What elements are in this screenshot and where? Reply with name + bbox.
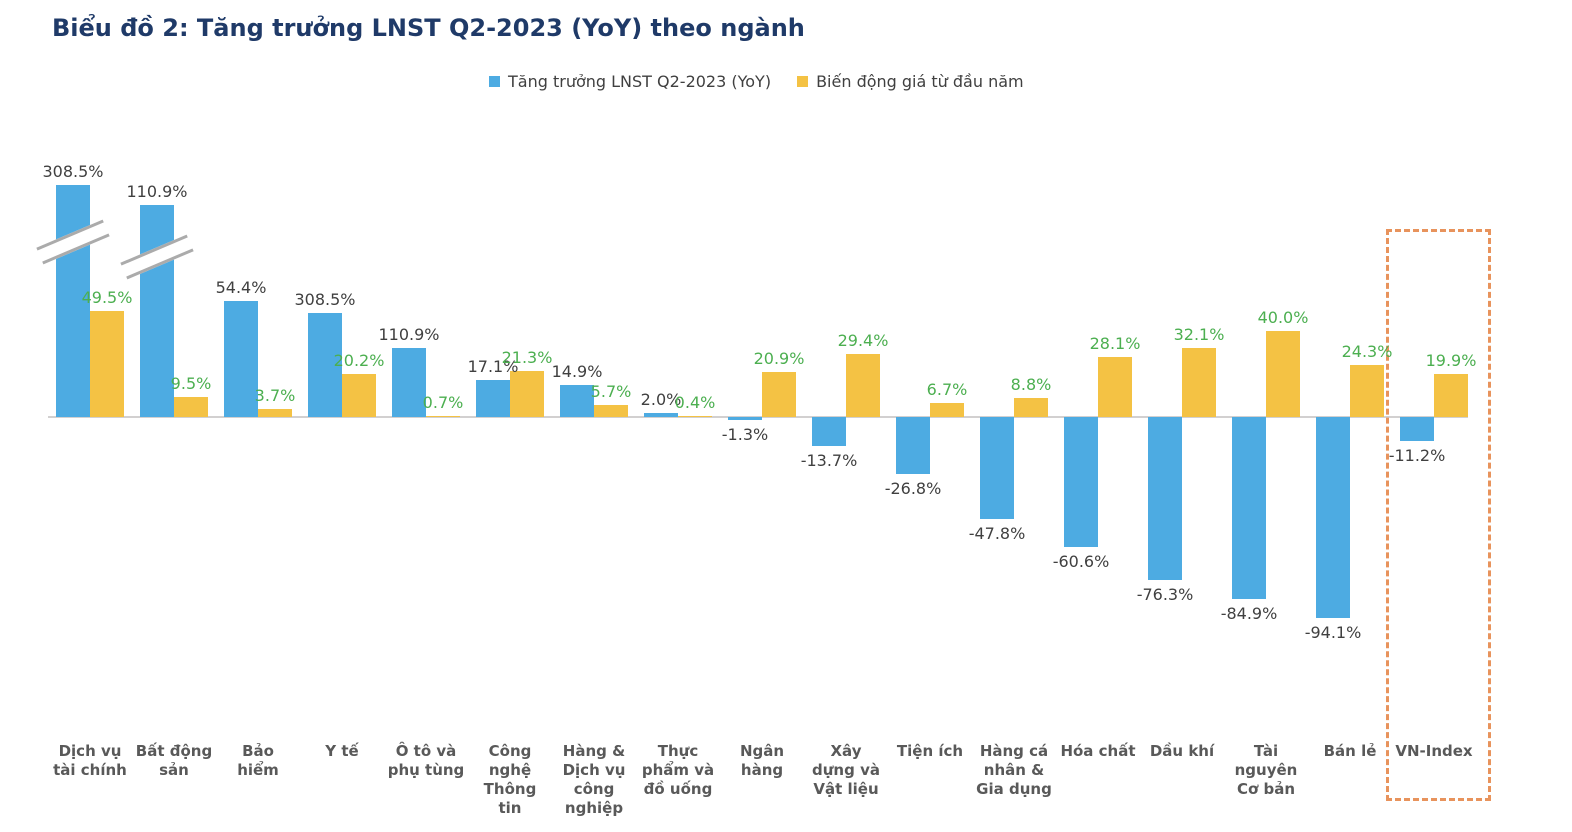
- x-axis-label-16: VN-Index: [1395, 742, 1473, 760]
- value-label-blue-3: 308.5%: [294, 290, 356, 309]
- legend-label-price-change: Biến động giá từ đầu năm: [816, 72, 1024, 91]
- value-label-blue-10: -26.8%: [884, 479, 942, 498]
- value-label-yellow-6: 5.7%: [590, 382, 632, 401]
- bar-yellow-1: [174, 397, 208, 417]
- value-label-blue-1: 110.9%: [126, 182, 188, 201]
- x-axis-label-10: Tiện ích: [896, 742, 964, 760]
- bar-blue-11: [980, 417, 1014, 519]
- page-title: Biểu đồ 2: Tăng trưởng LNST Q2-2023 (YoY…: [52, 14, 805, 42]
- yellow-series-swatch-icon: [797, 76, 809, 87]
- bar-blue-5: [476, 380, 510, 417]
- value-label-blue-6: 14.9%: [551, 362, 603, 381]
- bar-blue-16: [1400, 417, 1434, 441]
- value-label-yellow-10: 6.7%: [926, 380, 968, 399]
- bar-yellow-13: [1182, 348, 1216, 417]
- bar-blue-8: [728, 417, 762, 420]
- bar-blue-9: [812, 417, 846, 446]
- bar-yellow-6: [594, 405, 628, 417]
- value-label-blue-14: -84.9%: [1220, 604, 1278, 623]
- x-axis-label-0: Dịch vụ tài chính: [53, 742, 127, 779]
- value-label-blue-12: -60.6%: [1052, 552, 1110, 571]
- value-label-yellow-13: 32.1%: [1173, 325, 1225, 344]
- bar-yellow-5: [510, 371, 544, 417]
- bar-yellow-2: [258, 409, 292, 417]
- value-label-blue-5: 17.1%: [467, 357, 519, 376]
- bar-blue-14: [1232, 417, 1266, 599]
- value-label-yellow-12: 28.1%: [1089, 334, 1141, 353]
- bar-blue-12: [1064, 417, 1098, 547]
- value-label-blue-9: -13.7%: [800, 451, 858, 470]
- bar-yellow-0: [90, 311, 124, 417]
- value-label-blue-4: 110.9%: [378, 325, 440, 344]
- bar-blue-13: [1148, 417, 1182, 580]
- x-axis-label-6: Hàng & Dịch vụ công nghiệp: [562, 742, 626, 817]
- value-label-yellow-1: 9.5%: [170, 374, 212, 393]
- value-label-yellow-3: 20.2%: [333, 351, 385, 370]
- value-label-yellow-8: 20.9%: [753, 349, 805, 368]
- x-axis-label-7: Thực phẩm và đồ uống: [641, 742, 715, 798]
- value-label-yellow-2: 3.7%: [254, 386, 296, 405]
- bar-yellow-14: [1266, 331, 1300, 417]
- bar-blue-6: [560, 385, 594, 417]
- bar-blue-0: [56, 185, 90, 417]
- bar-yellow-10: [930, 403, 964, 417]
- value-label-blue-13: -76.3%: [1136, 585, 1194, 604]
- value-label-blue-16: -11.2%: [1388, 446, 1446, 465]
- legend-label-lnst-growth: Tăng trưởng LNST Q2-2023 (YoY): [508, 72, 772, 91]
- bar-blue-2: [224, 301, 258, 417]
- x-axis-label-5: Công nghệ Thông tin: [483, 742, 537, 817]
- value-label-blue-7: 2.0%: [640, 390, 682, 409]
- value-label-yellow-0: 49.5%: [81, 288, 133, 307]
- bar-yellow-8: [762, 372, 796, 417]
- value-label-yellow-5: 21.3%: [501, 348, 553, 367]
- value-label-yellow-11: 8.8%: [1010, 375, 1052, 394]
- value-label-blue-15: -94.1%: [1304, 623, 1362, 642]
- bar-yellow-3: [342, 374, 376, 417]
- bar-blue-4: [392, 348, 426, 417]
- value-label-yellow-14: 40.0%: [1257, 308, 1309, 327]
- bar-blue-7: [644, 413, 678, 417]
- value-label-yellow-9: 29.4%: [837, 331, 889, 350]
- bar-blue-15: [1316, 417, 1350, 618]
- bar-yellow-7: [678, 416, 712, 417]
- value-label-blue-8: -1.3%: [721, 425, 769, 444]
- value-label-blue-0: 308.5%: [42, 162, 104, 181]
- value-label-yellow-4: 0.7%: [422, 393, 464, 412]
- value-label-yellow-7: 0.4%: [674, 393, 716, 412]
- value-label-yellow-15: 24.3%: [1341, 342, 1393, 361]
- blue-series-swatch-icon: [489, 76, 500, 87]
- bar-blue-3: [308, 313, 342, 417]
- x-axis-label-4: Ô tô và phụ tùng: [387, 742, 465, 779]
- x-axis-label-8: Ngân hàng: [739, 742, 785, 779]
- x-axis-label-9: Xây dựng và Vật liệu: [812, 742, 880, 798]
- x-axis-label-1: Bất động sản: [135, 742, 213, 779]
- x-axis-label-3: Y tế: [325, 742, 359, 760]
- legend-item-price-change: Biến động giá từ đầu năm: [797, 72, 1024, 91]
- value-label-blue-11: -47.8%: [968, 524, 1026, 543]
- value-label-yellow-16: 19.9%: [1425, 351, 1477, 370]
- legend: Tăng trưởng LNST Q2-2023 (YoY) Biến động…: [489, 72, 1024, 91]
- bar-yellow-16: [1434, 374, 1468, 417]
- x-axis-label-12: Hóa chất: [1060, 742, 1136, 760]
- bar-yellow-15: [1350, 365, 1384, 417]
- bar-yellow-4: [426, 416, 460, 417]
- x-axis-label-11: Hàng cá nhân & Gia dụng: [976, 742, 1052, 798]
- x-axis-label-14: Tài nguyên Cơ bản: [1234, 742, 1298, 798]
- bar-yellow-11: [1014, 398, 1048, 417]
- legend-item-lnst-growth: Tăng trưởng LNST Q2-2023 (YoY): [489, 72, 771, 91]
- x-axis-label-2: Bảo hiểm: [237, 742, 279, 779]
- x-axis-label-13: Dầu khí: [1149, 742, 1215, 760]
- vn-index-highlight-box: [1386, 229, 1491, 801]
- x-axis-label-15: Bán lẻ: [1323, 742, 1377, 760]
- bar-yellow-12: [1098, 357, 1132, 417]
- bar-blue-10: [896, 417, 930, 474]
- bar-yellow-9: [846, 354, 880, 417]
- value-label-blue-2: 54.4%: [215, 278, 267, 297]
- bar-blue-1: [140, 205, 174, 417]
